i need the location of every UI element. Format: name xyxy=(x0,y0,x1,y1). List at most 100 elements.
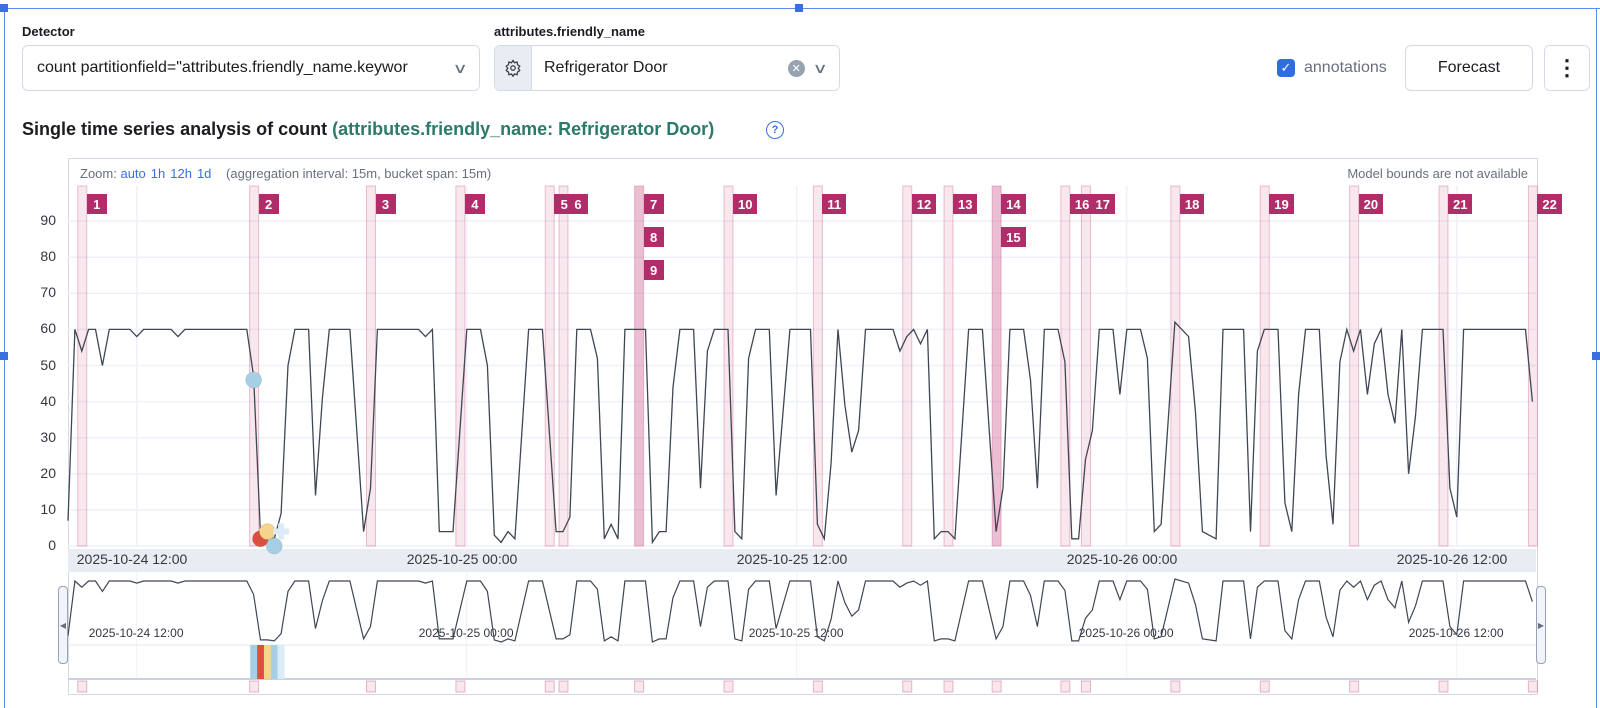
annotation-label-15[interactable]: 15 xyxy=(1001,227,1026,247)
help-icon[interactable]: ? xyxy=(766,121,784,139)
zoom-controls: Zoom: auto 1h 12h 1d (aggregation interval:… xyxy=(80,166,491,181)
annotations-checkbox[interactable]: ✓ xyxy=(1277,59,1295,77)
detector-select[interactable]: count partitionfield="attributes.friendl… xyxy=(22,45,480,91)
annotation-label-8[interactable]: 8 xyxy=(643,227,664,247)
annotation-label-19[interactable]: 19 xyxy=(1269,194,1294,214)
annotation-band[interactable] xyxy=(1527,185,1538,547)
annotation-label-2[interactable]: 2 xyxy=(258,194,279,214)
resize-handle[interactable] xyxy=(1592,352,1600,360)
context-annotation-marker[interactable] xyxy=(634,680,645,693)
annotation-label-4[interactable]: 4 xyxy=(464,194,485,214)
annotation-label-13[interactable]: 13 xyxy=(953,194,978,214)
annotation-band[interactable] xyxy=(1081,185,1091,547)
annotation-band[interactable] xyxy=(366,185,376,547)
y-tick-label: 80 xyxy=(40,248,56,265)
context-annotation-marker[interactable] xyxy=(1349,680,1360,693)
context-annotation-marker[interactable] xyxy=(77,680,88,693)
context-annotation-marker[interactable] xyxy=(1060,680,1071,693)
annotation-label-16[interactable]: 16 xyxy=(1069,194,1095,214)
annotation-band[interactable] xyxy=(77,185,88,547)
annotation-band[interactable] xyxy=(1349,185,1360,547)
title-entity: (attributes.friendly_name: Refrigerator … xyxy=(332,119,715,139)
chevron-down-icon[interactable]: ∨ xyxy=(812,59,828,76)
anomaly-marker[interactable] xyxy=(265,537,283,555)
annotation-label-12[interactable]: 12 xyxy=(911,194,937,214)
context-annotation-marker[interactable] xyxy=(455,680,466,693)
context-annotation-marker[interactable] xyxy=(723,680,734,693)
caret-left-icon: ◀ xyxy=(59,620,67,630)
page-title: Single time series analysis of count (at… xyxy=(22,119,714,140)
annotation-band[interactable] xyxy=(1259,185,1270,547)
swimlane-cell[interactable] xyxy=(270,645,278,679)
context-annotation-marker[interactable] xyxy=(1081,680,1091,693)
y-tick-label: 50 xyxy=(40,356,56,373)
annotation-band[interactable] xyxy=(455,185,466,547)
context-annotation-marker[interactable] xyxy=(249,680,260,693)
annotation-label-11[interactable]: 11 xyxy=(822,194,847,214)
context-brush-left-handle[interactable]: ◀ xyxy=(58,586,68,664)
annotation-band[interactable] xyxy=(1170,185,1181,547)
context-annotation-marker[interactable] xyxy=(1438,680,1449,693)
context-x-tick-label: 2025-10-25 00:00 xyxy=(418,626,514,640)
swimlane-cell[interactable] xyxy=(250,645,258,679)
anomaly-marker-cross[interactable] xyxy=(273,523,290,540)
annotation-label-17[interactable]: 17 xyxy=(1090,194,1115,214)
resize-handle[interactable] xyxy=(0,352,8,360)
zoom-1d[interactable]: 1d xyxy=(196,166,212,181)
zoom-1h[interactable]: 1h xyxy=(150,166,166,181)
x-tick-label: 2025-10-25 12:00 xyxy=(736,551,848,567)
annotation-band[interactable] xyxy=(634,185,645,547)
swimlane-cell[interactable] xyxy=(277,645,285,679)
annotation-band[interactable] xyxy=(812,185,823,547)
x-tick-label: 2025-10-25 00:00 xyxy=(406,551,518,567)
annotation-band[interactable] xyxy=(991,185,1002,547)
annotation-label-9[interactable]: 9 xyxy=(643,260,664,280)
swimlane-cell[interactable] xyxy=(263,645,271,679)
context-annotation-marker[interactable] xyxy=(902,680,913,693)
swimlane-cell[interactable] xyxy=(257,645,264,679)
context-annotation-marker[interactable] xyxy=(366,680,376,693)
resize-handle[interactable] xyxy=(795,4,803,12)
annotation-band[interactable] xyxy=(943,185,954,547)
annotation-band[interactable] xyxy=(249,185,260,547)
context-annotation-marker[interactable] xyxy=(943,680,954,693)
partition-combobox[interactable]: Refrigerator Door ✕ ∨ xyxy=(494,45,840,91)
annotation-label-22[interactable]: 22 xyxy=(1537,194,1562,214)
partition-label: attributes.friendly_name xyxy=(494,24,645,39)
gear-icon[interactable] xyxy=(495,46,532,90)
annotation-label-10[interactable]: 10 xyxy=(733,194,758,214)
annotation-label-14[interactable]: 14 xyxy=(1001,194,1026,214)
context-x-tick-label: 2025-10-25 12:00 xyxy=(748,626,844,640)
zoom-12h[interactable]: 12h xyxy=(170,166,192,181)
annotation-band[interactable] xyxy=(1438,185,1449,547)
annotation-label-1[interactable]: 1 xyxy=(86,194,107,214)
context-annotation-marker[interactable] xyxy=(991,680,1002,693)
annotation-band[interactable] xyxy=(558,185,569,547)
context-brush-right-handle[interactable]: ▶ xyxy=(1536,586,1546,664)
y-tick-label: 0 xyxy=(48,537,56,553)
x-tick-label: 2025-10-26 00:00 xyxy=(1066,551,1178,567)
context-annotation-marker[interactable] xyxy=(1259,680,1270,693)
annotation-label-6[interactable]: 6 xyxy=(568,194,588,214)
anomaly-marker[interactable] xyxy=(258,523,276,541)
annotation-label-7[interactable]: 7 xyxy=(643,194,664,214)
clear-icon[interactable]: ✕ xyxy=(787,59,805,77)
annotation-label-18[interactable]: 18 xyxy=(1179,194,1205,214)
forecast-button[interactable]: Forecast xyxy=(1405,45,1533,91)
context-annotation-marker[interactable] xyxy=(544,680,555,693)
context-annotation-marker[interactable] xyxy=(1527,680,1538,693)
resize-handle[interactable] xyxy=(0,4,8,12)
annotation-band[interactable] xyxy=(723,185,734,547)
annotation-band[interactable] xyxy=(902,185,913,547)
anomaly-marker[interactable] xyxy=(245,371,263,389)
more-options-button[interactable]: ⋮ xyxy=(1544,45,1590,91)
annotation-label-21[interactable]: 21 xyxy=(1448,194,1473,214)
zoom-label: Zoom: xyxy=(80,166,117,181)
annotation-label-20[interactable]: 20 xyxy=(1358,194,1384,214)
context-annotation-marker[interactable] xyxy=(558,680,569,693)
zoom-auto[interactable]: auto xyxy=(120,166,146,181)
context-annotation-marker[interactable] xyxy=(1170,680,1181,693)
context-annotation-marker[interactable] xyxy=(812,680,823,693)
annotation-label-3[interactable]: 3 xyxy=(375,194,396,214)
